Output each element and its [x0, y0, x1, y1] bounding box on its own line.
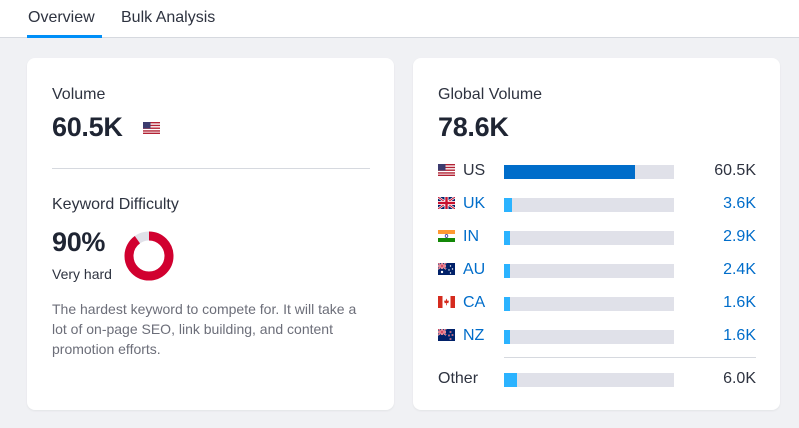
keyword-difficulty-value: 90% [52, 227, 106, 257]
volume-bar-track [504, 297, 674, 311]
volume-bar-fill [504, 231, 510, 245]
country-code-au[interactable]: AU [463, 261, 486, 278]
volume-bar-fill [504, 198, 512, 212]
country-row-ca: CA 1.6K [413, 293, 780, 313]
global-volume-label: Global Volume [438, 86, 543, 103]
country-code-uk[interactable]: UK [463, 195, 486, 212]
volume-bar-track [504, 198, 674, 212]
volume-label: Volume [52, 86, 106, 103]
us-flag-icon [438, 164, 455, 176]
country-row-au: AU 2.4K [413, 260, 780, 280]
volume-bar-track [504, 165, 674, 179]
global-volume-value: 78.6K [438, 112, 509, 142]
volume-value: 60.5K [52, 112, 123, 142]
country-volume-uk[interactable]: 3.6K [723, 195, 756, 212]
tab-bulk-analysis[interactable]: Bulk Analysis [121, 9, 216, 26]
uk-flag-icon [438, 197, 455, 209]
difficulty-level-label: Very hard [52, 266, 112, 282]
country-row-uk: UK 3.6K [413, 194, 780, 214]
keyword-difficulty-label: Keyword Difficulty [52, 196, 179, 213]
difficulty-description: The hardest keyword to compete for. It w… [52, 301, 357, 357]
country-row-in: IN 2.9K [413, 227, 780, 247]
au-flag-icon [438, 263, 455, 275]
tab-bar: Overview Bulk Analysis [0, 0, 799, 38]
country-code-in[interactable]: IN [463, 228, 479, 245]
nz-flag-icon [438, 329, 455, 341]
country-row-us: US 60.5K [413, 161, 780, 181]
volume-bar-fill [504, 330, 510, 344]
volume-bar-track [504, 330, 674, 344]
country-volume-au[interactable]: 2.4K [723, 261, 756, 278]
country-row-other: Other 6.0K [413, 369, 780, 389]
volume-bar-track [504, 373, 674, 387]
country-code-us: US [463, 162, 486, 179]
volume-bar-fill [504, 264, 510, 278]
country-row-nz: NZ 1.6K [413, 326, 780, 346]
other-label: Other [438, 370, 479, 387]
country-volume-nz[interactable]: 1.6K [723, 327, 756, 344]
other-divider [504, 357, 756, 358]
global-volume-card: Global Volume 78.6K US 60.5K UK [413, 58, 780, 410]
ca-flag-icon [438, 296, 455, 308]
active-tab-indicator [27, 35, 102, 38]
volume-bar-fill [504, 165, 635, 179]
volume-bar-track [504, 264, 674, 278]
volume-bar-fill [504, 373, 517, 387]
country-volume-us: 60.5K [714, 162, 756, 179]
volume-bar-fill [504, 297, 510, 311]
donut-fill [124, 231, 174, 281]
country-code-nz[interactable]: NZ [463, 327, 485, 344]
in-flag-icon [438, 230, 455, 242]
volume-bar-track [504, 231, 674, 245]
us-flag-icon [143, 122, 160, 134]
country-volume-ca[interactable]: 1.6K [723, 294, 756, 311]
other-volume: 6.0K [723, 370, 756, 387]
card-divider [52, 168, 370, 169]
difficulty-donut-chart [124, 231, 174, 281]
volume-difficulty-card: Volume 60.5K Keyword Difficulty 90% Very… [27, 58, 394, 410]
country-code-ca[interactable]: CA [463, 294, 486, 311]
tab-overview[interactable]: Overview [28, 9, 95, 26]
country-volume-in[interactable]: 2.9K [723, 228, 756, 245]
